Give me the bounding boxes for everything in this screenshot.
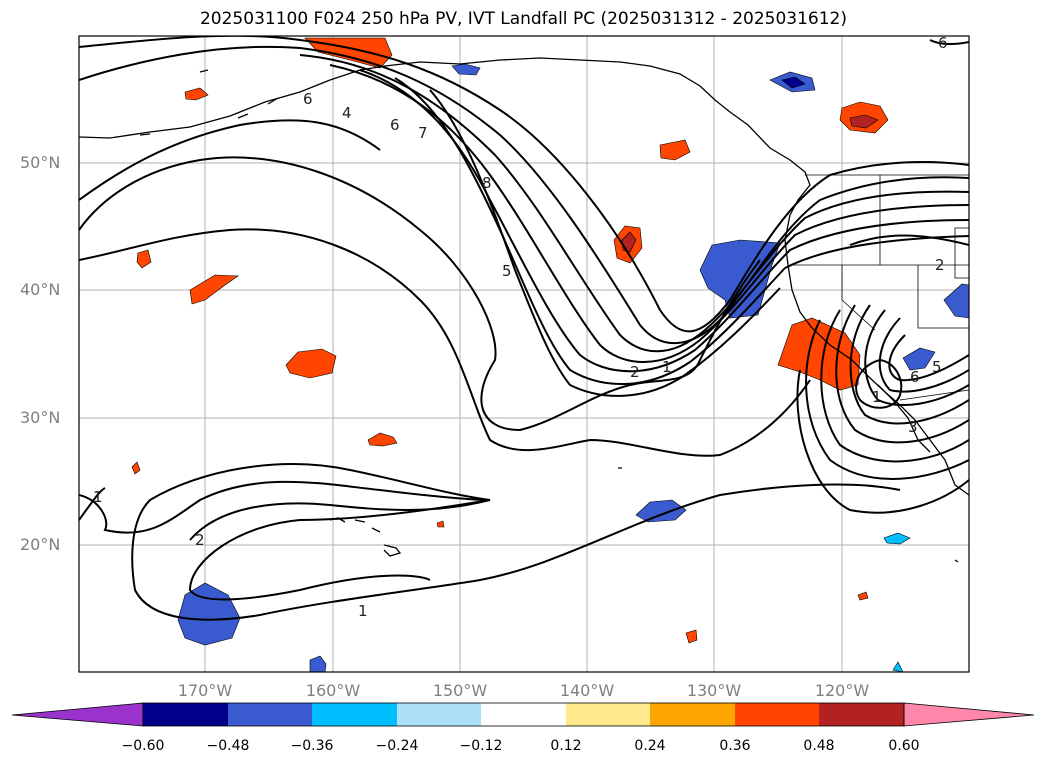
patch-negative-6 (902, 347, 936, 371)
patch-negative-8 (883, 532, 911, 545)
contour-label: 2 (935, 256, 945, 274)
lon-label: 150°W (432, 681, 488, 700)
coastlines (79, 57, 969, 563)
colorbar-tick-label: −0.24 (375, 738, 419, 754)
colorbar-segment (228, 703, 312, 726)
contour-label: 7 (418, 124, 428, 142)
colorbar-segment (397, 703, 481, 726)
lat-label: 30°N (20, 408, 61, 427)
ivt-anomaly-patches (131, 37, 969, 672)
contour-label: 5 (932, 358, 942, 376)
contour-2-south (188, 499, 491, 601)
colorbar-tick-label: 0.60 (888, 738, 920, 754)
patch-positive-1 (304, 37, 393, 69)
patch-positive-9-core (849, 114, 879, 129)
patch-positive-3 (189, 274, 239, 305)
colorbar-tick-label: −0.60 (121, 738, 165, 754)
colorbar-segment (481, 703, 566, 726)
colorbar-tick-label: −0.48 (206, 738, 250, 754)
patch-positive-14 (436, 520, 445, 528)
colorbar-tick-label: 0.24 (634, 738, 666, 754)
contour-label: 3 (908, 418, 918, 436)
contour-label: 2 (195, 531, 205, 549)
contour-label: 4 (342, 104, 352, 122)
baja-california (877, 384, 931, 453)
patch-positive-5 (285, 348, 337, 379)
contour-label: 6 (303, 90, 313, 108)
colorbar-extend-high (903, 702, 1035, 727)
contour-label: 6 (390, 116, 400, 134)
contour-label: 6 (910, 368, 920, 386)
contour-1-south (79, 463, 901, 621)
colorbar-segment (566, 703, 650, 726)
low-ring-5 (864, 309, 969, 406)
low-ring-2 (820, 309, 969, 463)
lat-label: 40°N (20, 280, 61, 299)
contour-label: 5 (502, 262, 512, 280)
map-title: 2025031100 F024 250 hPa PV, IVT Landfall… (199, 9, 847, 29)
contour-label: 1 (358, 602, 368, 620)
patch-positive-4 (136, 249, 152, 269)
lat-label: 20°N (20, 535, 61, 554)
low-core (855, 358, 903, 409)
contour-2-outer (79, 228, 811, 457)
small-islands (139, 69, 959, 563)
contour-label: 6 (938, 34, 948, 52)
colorbar-tick-label: 0.48 (803, 738, 835, 754)
contour-label: 8 (482, 174, 492, 192)
patch-negative-4-core (781, 76, 806, 89)
contour-1-large (79, 156, 761, 432)
colorbar-tick-label: 0.12 (550, 738, 582, 754)
contour-label: 1 (872, 388, 882, 406)
lon-label: 130°W (686, 681, 742, 700)
patch-negative-7 (943, 283, 969, 319)
low-ring-6 (878, 317, 969, 393)
low-ring-4 (849, 304, 969, 425)
contour-label: 1 (93, 488, 103, 506)
patch-negative-9 (309, 655, 327, 672)
colorbar-tick-label: 0.36 (719, 738, 751, 754)
alaska-aleutian-coast (79, 57, 811, 216)
colorbar-segment (650, 703, 735, 726)
map-frame (78, 35, 970, 673)
lon-label: 120°W (814, 681, 870, 700)
low-ring-3 (835, 304, 969, 444)
patch-negative-10 (892, 661, 904, 672)
ne-contour-2 (849, 234, 969, 246)
patch-positive-2 (184, 87, 209, 101)
colorbar-tick-label: −0.12 (459, 738, 503, 754)
patch-positive-12 (685, 629, 698, 644)
low-outer (796, 369, 969, 514)
patch-positive-8 (659, 139, 691, 161)
patch-positive-13 (131, 461, 141, 475)
colorbar-segment (312, 703, 397, 726)
pv-contours (79, 36, 969, 621)
contour-label: 2 (630, 363, 640, 381)
lon-label: 140°W (559, 681, 615, 700)
patch-negative-3 (635, 499, 687, 523)
contour-label: 1 (662, 358, 672, 376)
low-ring-1 (805, 319, 969, 480)
colorbar-extend-low (11, 702, 144, 727)
contour-1-west (79, 487, 106, 521)
patch-positive-11 (857, 591, 869, 601)
lat-label: 50°N (20, 153, 61, 172)
lon-label: 160°W (305, 681, 361, 700)
colorbar-tick-label: −0.36 (290, 738, 334, 754)
colorbar-segment (143, 703, 228, 726)
colorbar (11, 702, 1035, 727)
west-coast-north-america (784, 214, 969, 496)
colorbar-segment (819, 703, 904, 726)
contour-labels: 6 4 6 7 8 5 2 1 2 1 2 1 1 6 5 3 6 (93, 34, 948, 620)
gridlines (79, 36, 969, 672)
patch-positive-10 (777, 317, 861, 391)
patch-positive-6 (367, 432, 398, 447)
lon-label: 170°W (177, 681, 233, 700)
colorbar-segment (735, 703, 819, 726)
ne-contour-6 (929, 39, 969, 46)
